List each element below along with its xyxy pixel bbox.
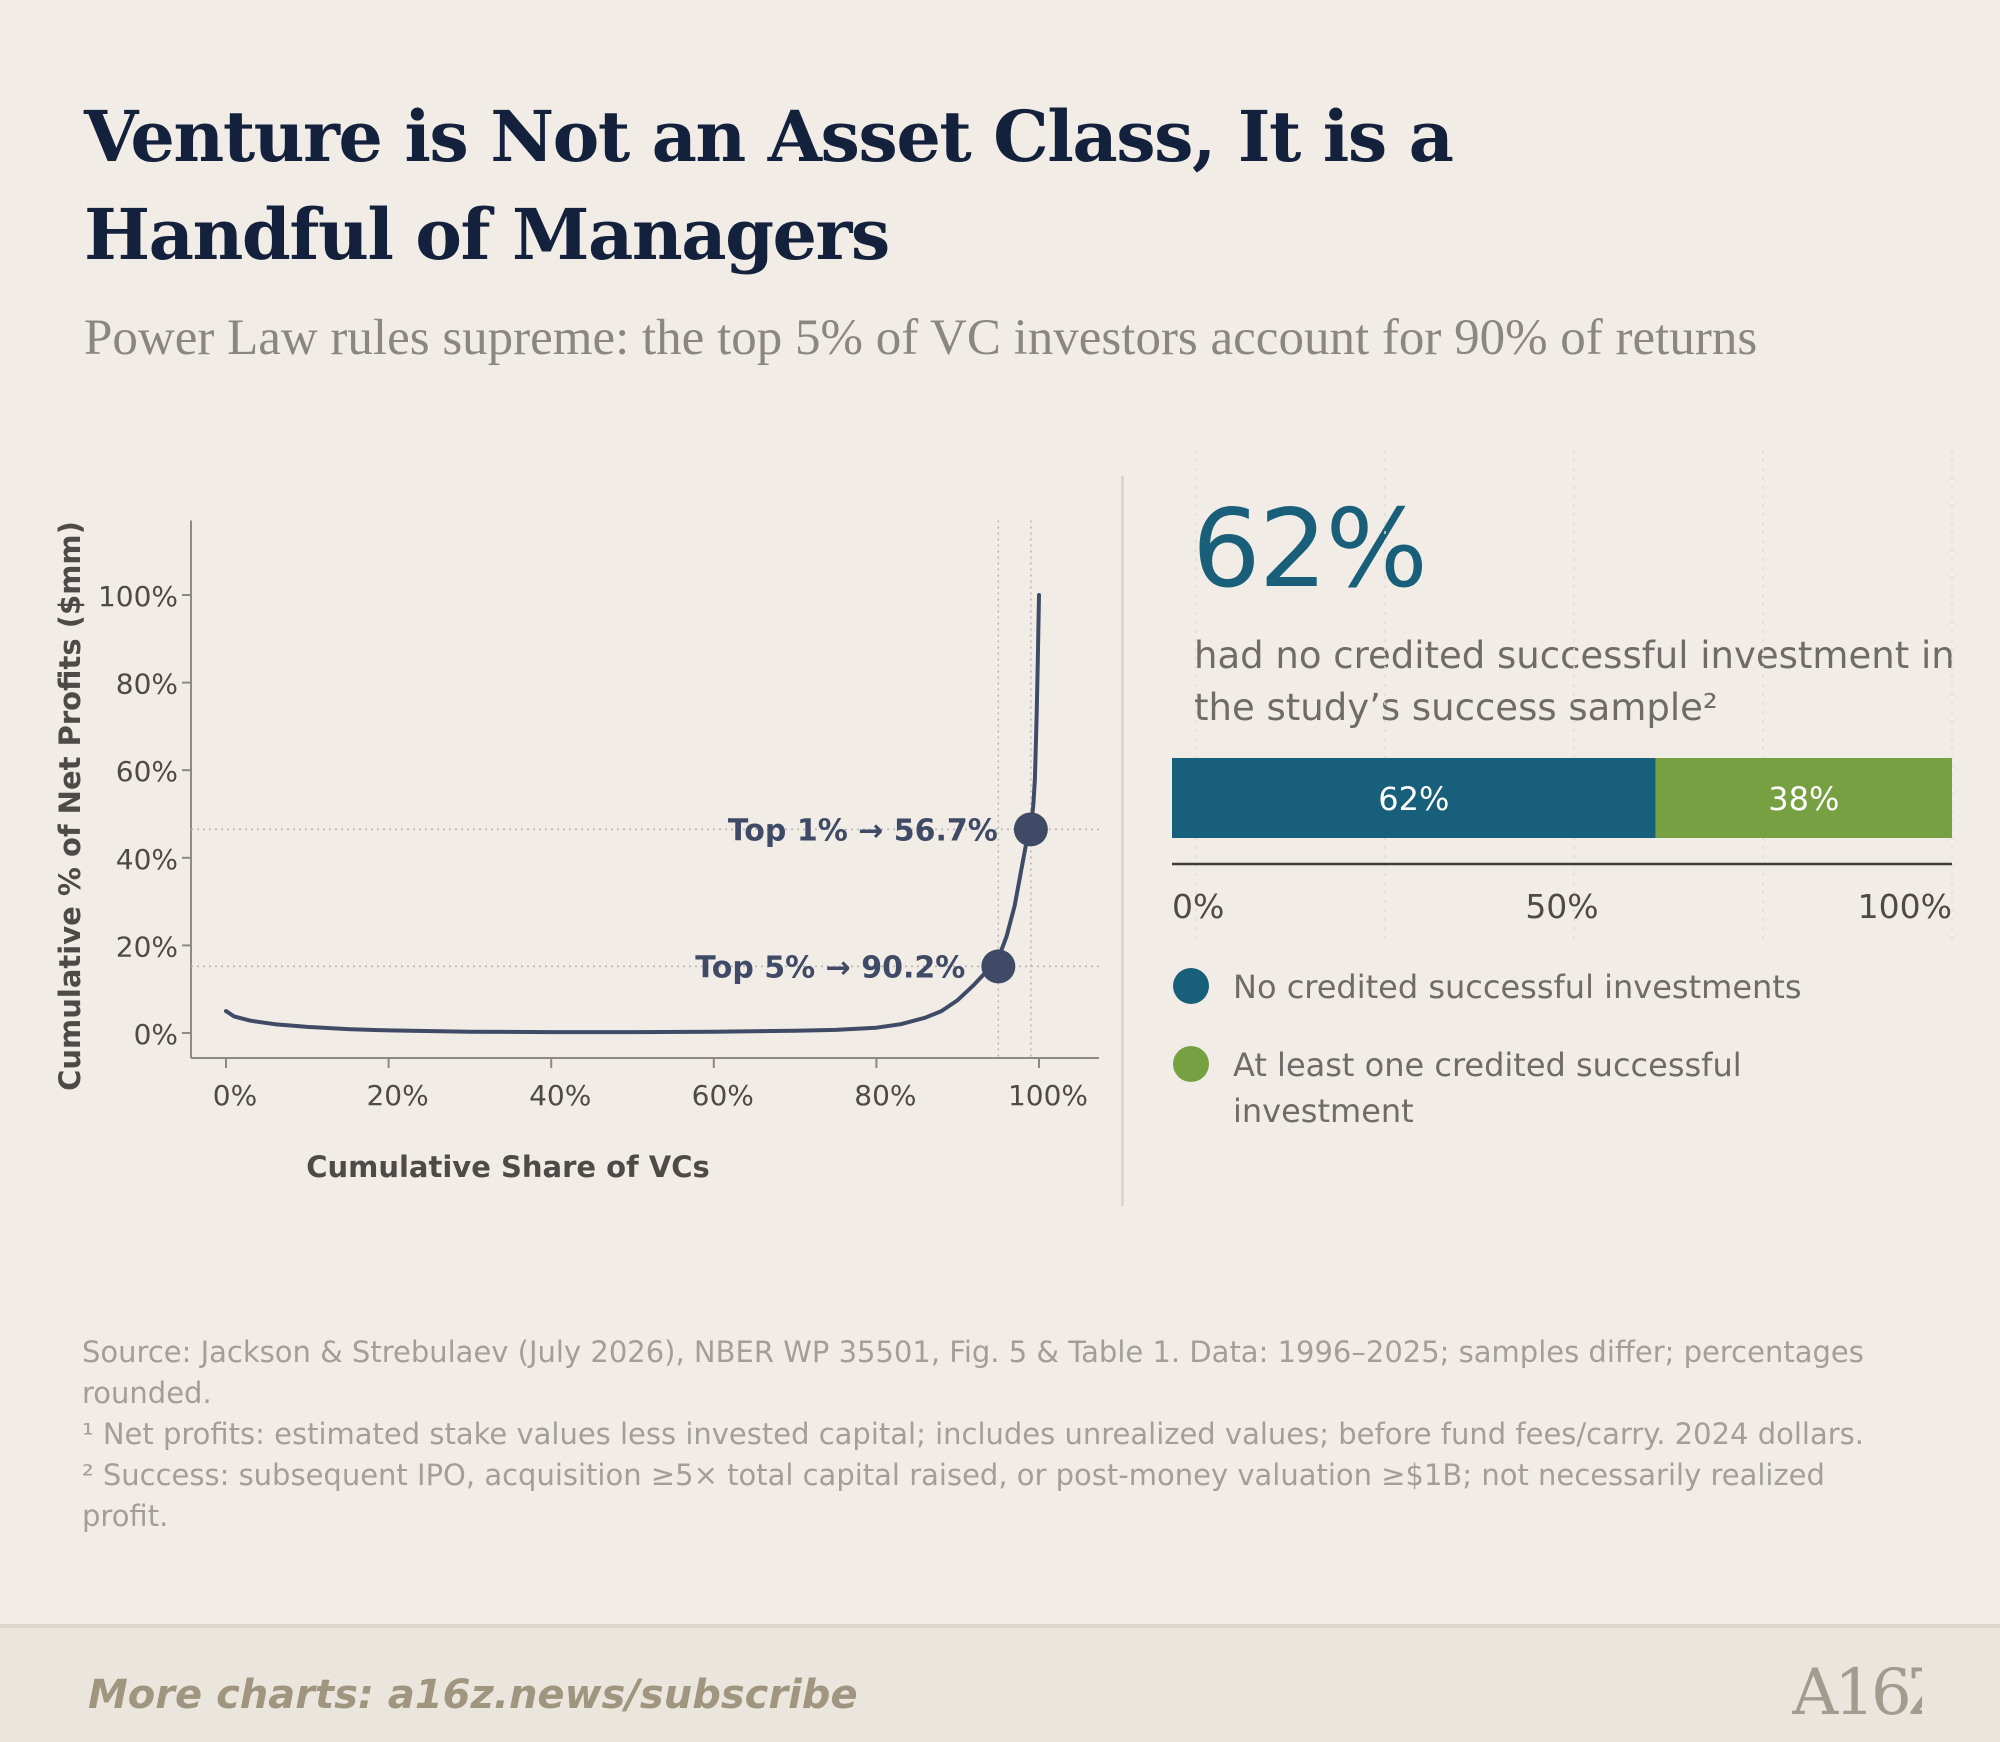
annotation-marker xyxy=(981,949,1016,984)
annotation-marker xyxy=(1013,812,1048,847)
x-tick-label: 0% xyxy=(213,1079,257,1112)
stacked-bar-chart: 62% 38% 0% 50% 100% xyxy=(1172,450,1953,940)
x-tick-label: 60% xyxy=(692,1079,754,1112)
y-axis-label: Cumulative % of Net Profits ($mm) xyxy=(53,521,87,1091)
source-note: Source: Jackson & Strebulaev (July 2026)… xyxy=(82,1335,1864,1410)
svg-text:A16Z: A16Z xyxy=(1792,1656,1922,1726)
legend-dot-blue xyxy=(1173,968,1209,1004)
y-tick-label: 100% xyxy=(98,580,178,613)
a16z-logo: A16Z xyxy=(1792,1656,1922,1726)
legend-item-no-success: No credited successful investments xyxy=(1173,964,1873,1010)
footnote-1: ¹ Net profits: estimated stake values le… xyxy=(82,1417,1864,1451)
bar-axis-tick-label: 100% xyxy=(1858,887,1952,926)
y-tick-label: 20% xyxy=(116,930,178,963)
page-title: Venture is Not an Asset Class, It is a H… xyxy=(84,88,1484,284)
bar-axis-tick-label: 50% xyxy=(1525,887,1598,926)
x-axis-label: Cumulative Share of VCs xyxy=(306,1150,710,1184)
annotation-label: Top 1% → 56.7% xyxy=(728,813,998,848)
y-tick-label: 80% xyxy=(116,668,178,701)
footer-bar: More charts: a16z.news/subscribe A16Z xyxy=(0,1624,2000,1742)
y-tick-label: 60% xyxy=(116,755,178,788)
x-tick-label: 80% xyxy=(854,1079,916,1112)
stacked-bar-segment xyxy=(1172,758,1656,838)
x-tick-label: 100% xyxy=(1008,1079,1088,1112)
bar-segment-label: 38% xyxy=(1768,780,1839,818)
headline-stat: 62% xyxy=(1192,487,1428,612)
y-tick-label: 40% xyxy=(116,843,178,876)
legend-item-success: At least one credited successful investm… xyxy=(1173,1042,1873,1134)
bar-axis-tick-label: 0% xyxy=(1172,887,1224,926)
legend-label: No credited successful investments xyxy=(1233,968,1802,1006)
x-tick-label: 40% xyxy=(529,1079,591,1112)
x-tick-label: 20% xyxy=(366,1079,428,1112)
subscribe-link[interactable]: More charts: a16z.news/subscribe xyxy=(88,1672,858,1718)
title-line-2: Handful of Managers xyxy=(84,193,890,276)
y-tick-label: 0% xyxy=(134,1018,178,1051)
page-subtitle: Power Law rules supreme: the top 5% of V… xyxy=(84,310,1758,366)
lorenz-line-chart: 0% 20% 40% 60% 80% 100% 0% 20% 40% 60% 80% 100% Cumu… xyxy=(53,520,1099,1184)
legend-dot-green xyxy=(1173,1046,1209,1082)
headline-stat-description: had no credited successful investment in… xyxy=(1194,634,1955,729)
footnotes: Source: Jackson & Strebulaev (July 2026)… xyxy=(82,1332,1902,1537)
footnote-2: ² Success: subsequent IPO, acquisition ≥… xyxy=(82,1458,1825,1533)
panel-divider xyxy=(1121,476,1124,1206)
title-line-1: Venture is Not an Asset Class, It is a xyxy=(84,95,1454,178)
annotation-label: Top 5% → 90.2% xyxy=(695,950,965,985)
stacked-bar-segment xyxy=(1655,758,1952,838)
bar-segment-label: 62% xyxy=(1378,780,1449,818)
legend-label: At least one credited successful investm… xyxy=(1233,1046,1742,1130)
